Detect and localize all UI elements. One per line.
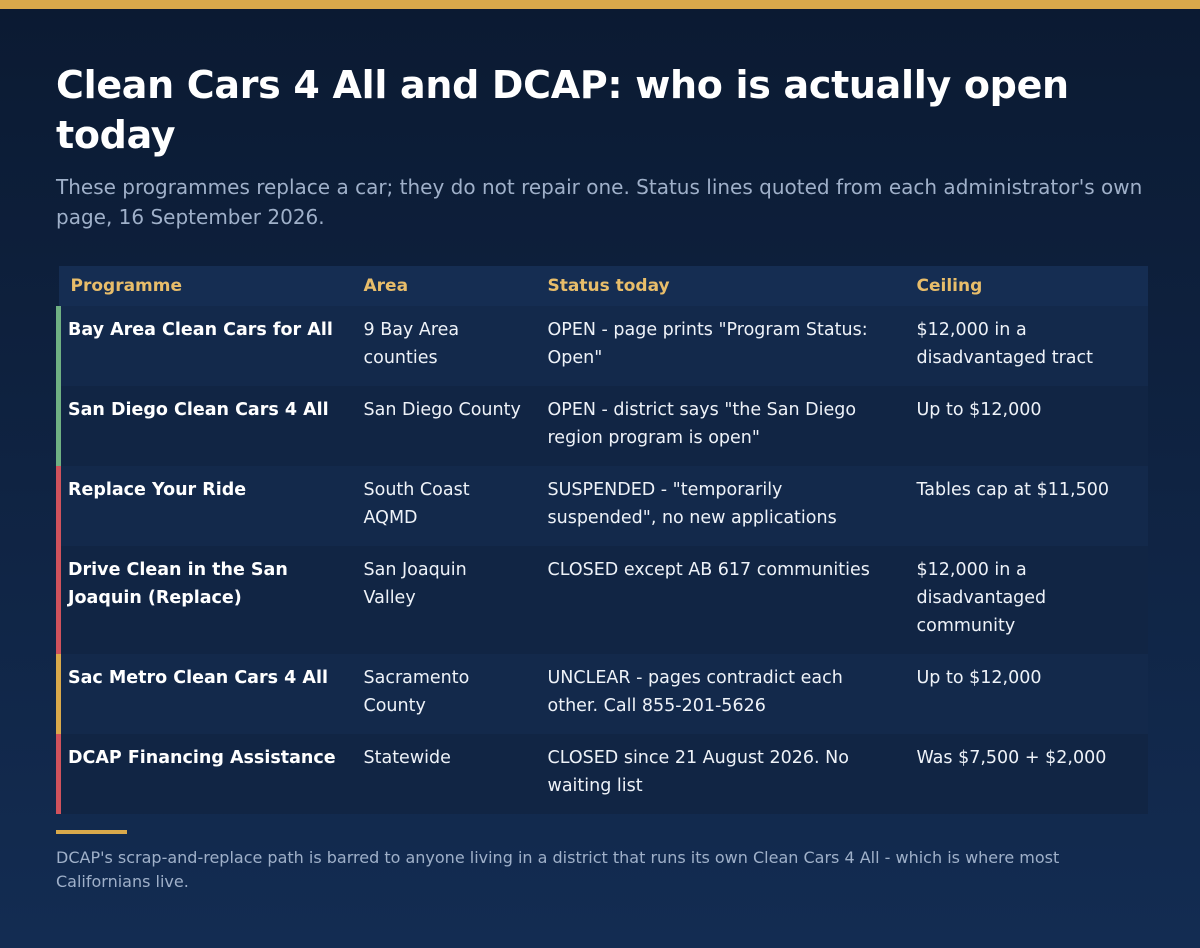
status-cell: UNCLEAR - pages contradict each other. C… bbox=[547, 668, 843, 716]
page-subtitle: These programmes replace a car; they do … bbox=[56, 175, 1143, 229]
status-cell: OPEN - district says "the San Diego regi… bbox=[547, 400, 857, 448]
status-cell: OPEN - page prints "Program Status: Open… bbox=[547, 320, 868, 368]
programme-name: San Diego Clean Cars 4 All bbox=[56, 386, 352, 466]
ceiling-cell: $12,000 in a disadvantaged community bbox=[916, 560, 1047, 636]
main-content: Clean Cars 4 All and DCAP: who is actual… bbox=[56, 60, 1148, 894]
table-row: Sac Metro Clean Cars 4 All Sacramento Co… bbox=[56, 654, 1148, 734]
area-cell: San Diego County bbox=[363, 400, 521, 420]
status-cell: SUSPENDED - "temporarily suspended", no … bbox=[547, 480, 837, 528]
programme-name: Bay Area Clean Cars for All bbox=[56, 306, 352, 386]
page-title: Clean Cars 4 All and DCAP: who is actual… bbox=[56, 63, 1069, 157]
status-cell: CLOSED since 21 August 2026. No waiting … bbox=[547, 748, 849, 796]
area-cell: Sacramento County bbox=[363, 668, 470, 716]
status-cell: CLOSED except AB 617 communities bbox=[547, 560, 870, 580]
table-row: San Diego Clean Cars 4 All San Diego Cou… bbox=[56, 386, 1148, 466]
column-header-ceiling: Ceiling bbox=[916, 276, 983, 296]
programme-table: Programme Area Status today Ceiling Bay … bbox=[56, 266, 1150, 814]
top-accent-bar bbox=[0, 0, 1200, 9]
ceiling-cell: Was $7,500 + $2,000 bbox=[916, 748, 1107, 768]
area-cell: South Coast AQMD bbox=[363, 480, 470, 528]
programme-name: DCAP Financing Assistance bbox=[56, 734, 352, 814]
footnote: DCAP's scrap-and-replace path is barred … bbox=[56, 848, 1060, 891]
footnote-divider bbox=[56, 830, 127, 834]
table-row: Replace Your Ride South Coast AQMD SUSPE… bbox=[56, 466, 1148, 546]
programme-name: Drive Clean in the San Joaquin (Replace) bbox=[56, 546, 352, 654]
ceiling-cell: Tables cap at $11,500 bbox=[916, 480, 1109, 500]
programme-name: Sac Metro Clean Cars 4 All bbox=[56, 654, 352, 734]
area-cell: 9 Bay Area counties bbox=[363, 320, 460, 368]
ceiling-cell: $12,000 in a disadvantaged tract bbox=[916, 320, 1094, 368]
column-header-status: Status today bbox=[547, 276, 670, 296]
table-row: Drive Clean in the San Joaquin (Replace)… bbox=[56, 546, 1148, 654]
table-header-row: Programme Area Status today Ceiling bbox=[58, 266, 1148, 306]
ceiling-cell: Up to $12,000 bbox=[916, 400, 1042, 420]
programme-name: Replace Your Ride bbox=[56, 466, 352, 546]
area-cell: Statewide bbox=[363, 748, 451, 768]
column-header-area: Area bbox=[363, 276, 409, 296]
area-cell: San Joaquin Valley bbox=[363, 560, 467, 608]
table-row: Bay Area Clean Cars for All 9 Bay Area c… bbox=[56, 306, 1148, 386]
table-row: DCAP Financing Assistance Statewide CLOS… bbox=[56, 734, 1148, 814]
ceiling-cell: Up to $12,000 bbox=[916, 668, 1042, 688]
column-header-programme: Programme bbox=[70, 276, 183, 296]
